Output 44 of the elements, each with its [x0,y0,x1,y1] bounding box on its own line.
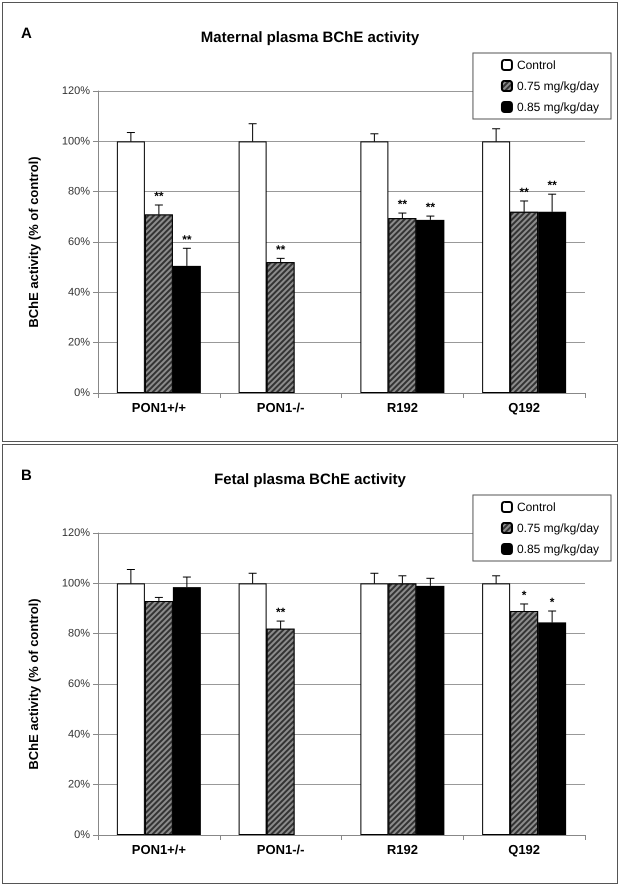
y-tick-label: 100% [62,577,90,590]
legend-label: 0.75 mg/kg/day [516,521,600,535]
y-tick-label: 40% [68,728,90,740]
y-tick-label: 60% [68,236,90,248]
legend-label: 0.75 mg/kg/day [516,79,600,93]
chart-title: Maternal plasma BChE activity [200,29,420,46]
y-tick-label: 20% [68,778,90,791]
data-label: ** [426,200,436,214]
y-tick-label: 0% [74,829,90,841]
data-label: ** [547,178,558,192]
y-axis-title: BChE activity (% of control) [26,598,41,770]
y-tick-label: 60% [68,678,90,690]
data-label: * [550,595,555,610]
x-tick-label: R192 [386,400,418,415]
x-tick-label: PON1-/- [256,842,304,857]
y-tick-label: 0% [74,387,90,399]
x-tick-label: Q192 [508,842,540,857]
x-tick-label: PON1+/+ [132,842,186,857]
data-label: ** [276,605,286,620]
data-label: ** [519,184,530,199]
data-label: ** [154,189,164,204]
legend-label: 0.85 mg/kg/day [516,100,600,114]
data-label: ** [276,242,286,256]
y-tick-label: 20% [68,336,90,349]
legend-label: Control [516,500,556,514]
chart-title: Fetal plasma BChE activity [214,471,407,488]
x-tick-label: R192 [386,842,418,857]
data-label: * [522,588,527,602]
x-tick-label: PON1-/- [256,400,304,415]
data-label: ** [398,197,408,212]
y-tick-label: 120% [62,527,90,539]
x-tick-label: Q192 [508,400,540,415]
y-tick-label: 40% [68,286,90,298]
legend-label: 0.85 mg/kg/day [516,542,600,556]
text: B [21,467,32,484]
data-label: ** [182,232,192,246]
y-tick-label: 80% [68,628,90,640]
y-tick-label: 80% [68,186,90,198]
y-tick-label: 100% [62,135,90,148]
legend-label: Control [516,58,556,72]
x-tick-label: PON1+/+ [132,400,186,415]
y-axis-title: BChE activity (% of control) [26,156,41,328]
y-tick-label: 120% [62,85,90,97]
text: A [21,25,32,42]
